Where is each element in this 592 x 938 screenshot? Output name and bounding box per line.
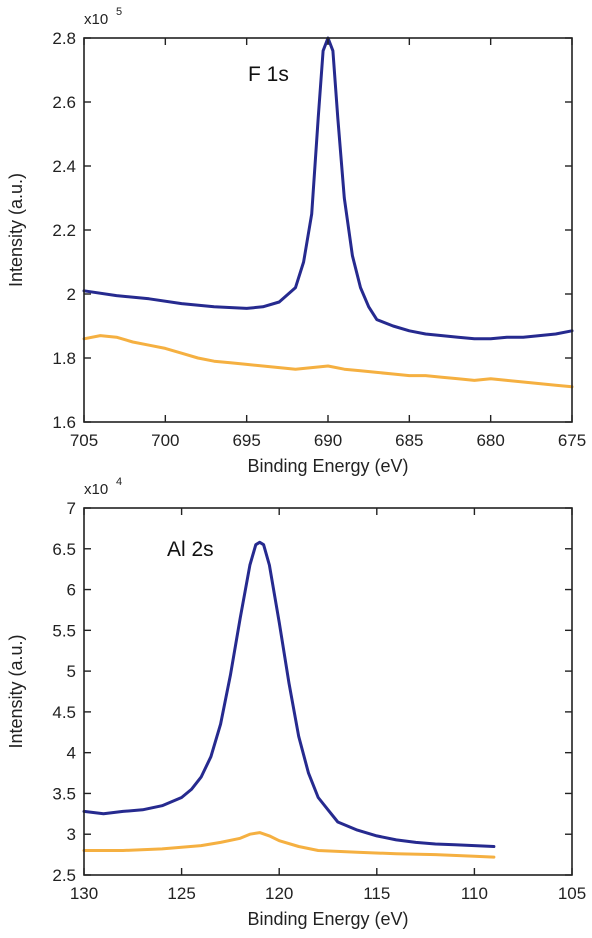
- f1s-panel: 705 700 695 690 685 680 675 1.6 1.8 2 2.2 2.4 2.6 2.8…: [6, 6, 586, 476]
- x-tick-label: 675: [558, 431, 586, 450]
- plot-frame: [83, 507, 573, 876]
- axis-multiplier-label: x10: [84, 11, 108, 28]
- axis-multiplier-exponent: 5: [116, 6, 122, 18]
- y-axis-label: Intensity (a.u.): [6, 634, 26, 748]
- y-tick-label: 5: [67, 662, 76, 681]
- x-tick-label: 105: [558, 884, 586, 903]
- y-tick-label: 1.6: [52, 413, 76, 432]
- x-tick-label: 685: [395, 431, 423, 450]
- y-tick-label: 3: [67, 825, 76, 844]
- x-tick-label: 690: [314, 431, 342, 450]
- x-axis-label: Binding Energy (eV): [247, 909, 408, 929]
- x-tick-label: 700: [151, 431, 179, 450]
- y-tick-label: 2.5: [52, 866, 76, 885]
- y-axis-label: Intensity (a.u.): [6, 173, 26, 287]
- x-tick-label: 120: [265, 884, 293, 903]
- plot-frame: [83, 37, 573, 423]
- series-line-1: [82, 334, 574, 389]
- x-tick-label: 125: [167, 884, 195, 903]
- x-tick-label: 695: [232, 431, 260, 450]
- x-tick-label: 705: [70, 431, 98, 450]
- y-tick-label: 4: [67, 744, 76, 763]
- y-tick-label: 2.4: [52, 157, 76, 176]
- x-tick-label: 680: [476, 431, 504, 450]
- y-tick-label: 1.8: [52, 349, 76, 368]
- y-tick-label: 6.5: [52, 540, 76, 559]
- y-tick-label: 2: [67, 285, 76, 304]
- y-tick-label: 6: [67, 581, 76, 600]
- y-tick-label: 4.5: [52, 703, 76, 722]
- axis-multiplier-label: x10: [84, 481, 108, 498]
- y-tick-label: 3.5: [52, 784, 76, 803]
- series-line-1: [82, 831, 496, 859]
- y-tick-label: 2.2: [52, 221, 76, 240]
- x-tick-label: 110: [461, 884, 488, 903]
- x-tick-label: 115: [363, 884, 390, 903]
- y-tick-label: 2.6: [52, 93, 76, 112]
- peak-annotation: Al 2s: [167, 538, 214, 561]
- x-axis-label: Binding Energy (eV): [247, 456, 408, 476]
- series-line-0: [82, 540, 496, 848]
- x-tick-label: 130: [70, 884, 98, 903]
- axis-multiplier-exponent: 4: [116, 476, 122, 488]
- al2s-panel: 130 125 120 115 110 105 2.5 3 3.5 4 4.5 5 5.5 6 6.5 7 Bi…: [6, 476, 586, 929]
- y-tick-label: 2.8: [52, 29, 76, 48]
- y-tick-label: 5.5: [52, 621, 76, 640]
- series-line-0: [82, 36, 574, 341]
- y-tick-label: 7: [67, 499, 76, 518]
- peak-annotation: F 1s: [248, 63, 289, 86]
